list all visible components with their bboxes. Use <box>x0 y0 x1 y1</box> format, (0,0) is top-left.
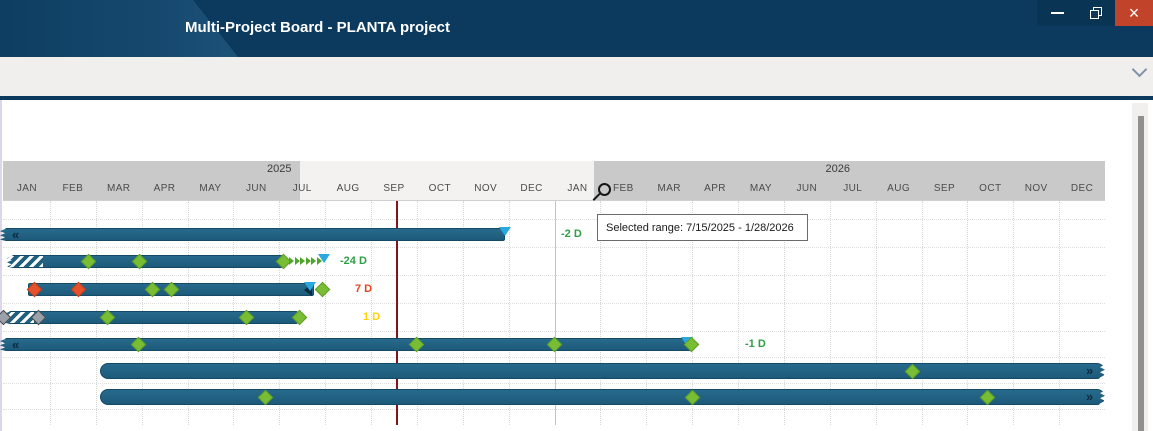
selection-tooltip: Selected range: 7/15/2025 - 1/28/2026 <box>597 214 808 241</box>
vertical-scrollbar[interactable] <box>1132 103 1148 431</box>
month-label[interactable]: NOV <box>1024 183 1048 194</box>
gridline <box>600 201 602 425</box>
month-label[interactable]: SEP <box>933 183 956 194</box>
deadline-marker-icon[interactable] <box>499 227 511 236</box>
buffer-arrows-icon <box>311 256 316 265</box>
gridline <box>3 247 1105 248</box>
year-label: 2026 <box>825 163 850 175</box>
minimize-icon <box>1050 12 1064 14</box>
gridline <box>692 201 694 425</box>
gridline <box>1013 201 1015 425</box>
month-label[interactable]: FEB <box>62 183 84 194</box>
gridline <box>3 219 1105 220</box>
gridline <box>3 331 1105 332</box>
milestone-diamond[interactable] <box>314 281 330 298</box>
restore-icon <box>1090 7 1102 19</box>
buffer-arrows-icon <box>289 256 294 265</box>
gridline <box>371 201 372 425</box>
buffer-arrows-icon <box>305 256 311 265</box>
month-label[interactable]: JAN <box>567 183 588 194</box>
timeline-header-segment <box>594 161 1105 200</box>
month-label[interactable]: NOV <box>474 183 498 194</box>
timeline-header-segment <box>3 161 300 200</box>
delay-label: -24 D <box>340 255 367 267</box>
month-label[interactable]: APR <box>153 183 176 194</box>
not-released-hatch <box>5 312 34 323</box>
gridline <box>554 201 556 425</box>
month-label[interactable]: DEC <box>1070 183 1094 194</box>
scroll-left-icon[interactable]: « <box>12 226 20 242</box>
year-label: 2025 <box>267 163 292 175</box>
scroll-left-icon[interactable]: « <box>12 336 20 352</box>
gantt-bar[interactable] <box>0 338 693 351</box>
month-label[interactable]: MAR <box>106 183 131 194</box>
minimize-button[interactable] <box>1037 0 1077 26</box>
gridline <box>967 201 969 425</box>
month-label[interactable]: AUG <box>336 183 360 194</box>
month-label[interactable]: JUL <box>843 183 863 194</box>
toolbar <box>0 57 1153 96</box>
month-label[interactable]: SEP <box>383 183 405 194</box>
deadline-marker-icon[interactable] <box>318 254 330 263</box>
close-button[interactable]: × <box>1115 0 1153 26</box>
gridline <box>3 383 1105 384</box>
gridline <box>3 303 1105 304</box>
gridline <box>738 201 739 425</box>
delay-label: 1 D <box>363 311 381 323</box>
month-label[interactable]: JUN <box>796 183 818 194</box>
month-label[interactable]: MAY <box>199 183 222 194</box>
divider <box>0 96 1153 100</box>
gridline <box>325 201 327 425</box>
month-label[interactable]: OCT <box>428 183 451 194</box>
titlebar-gloss <box>0 0 238 57</box>
not-released-hatch <box>8 256 43 267</box>
gridline <box>829 201 831 425</box>
gridline <box>416 201 418 425</box>
month-label[interactable]: FEB <box>612 183 634 194</box>
gantt-bar[interactable] <box>0 228 505 241</box>
month-label[interactable]: JUL <box>292 183 312 194</box>
delay-label: -1 D <box>745 338 766 350</box>
scroll-right-icon[interactable]: » <box>1086 389 1094 404</box>
close-icon: × <box>1128 3 1140 23</box>
month-label[interactable]: AUG <box>887 183 910 194</box>
gridline <box>1059 201 1061 425</box>
gridline <box>3 357 1105 358</box>
delay-label: 7 D <box>355 283 373 295</box>
today-line <box>396 201 398 425</box>
scrollbar-thumb[interactable] <box>1138 116 1144 431</box>
gridline <box>875 201 877 425</box>
gridline <box>783 201 785 425</box>
left-edge-strip <box>0 100 2 431</box>
timeline-selected-range[interactable] <box>300 161 594 200</box>
restore-button[interactable] <box>1077 0 1115 26</box>
gridline <box>3 409 1105 410</box>
month-label[interactable]: MAY <box>749 183 772 194</box>
month-label[interactable]: JAN <box>16 183 37 194</box>
title-bar: Multi-Project Board - PLANTA project × <box>0 0 1153 57</box>
month-label[interactable]: MAR <box>657 183 681 194</box>
gridline <box>462 201 464 425</box>
deadline-marker-icon[interactable] <box>304 282 316 291</box>
magnifier-icon <box>598 183 611 196</box>
scroll-right-icon[interactable]: » <box>1086 363 1094 378</box>
gridline <box>3 275 1105 276</box>
month-label[interactable]: APR <box>704 183 726 194</box>
gridline <box>508 201 510 425</box>
gridline <box>646 201 648 425</box>
header-bottom-border <box>3 200 1105 201</box>
delay-label: -2 D <box>561 228 582 240</box>
buffer-arrows-icon <box>300 256 305 265</box>
window-title: Multi-Project Board - PLANTA project <box>185 19 451 36</box>
buffer-arrows-icon <box>294 256 300 265</box>
month-label[interactable]: JUN <box>245 183 267 194</box>
month-label[interactable]: OCT <box>979 183 1002 194</box>
gantt-bar[interactable] <box>100 389 1105 405</box>
gridline <box>921 201 923 425</box>
month-label[interactable]: DEC <box>520 183 543 194</box>
gantt-bar[interactable] <box>100 363 1105 379</box>
